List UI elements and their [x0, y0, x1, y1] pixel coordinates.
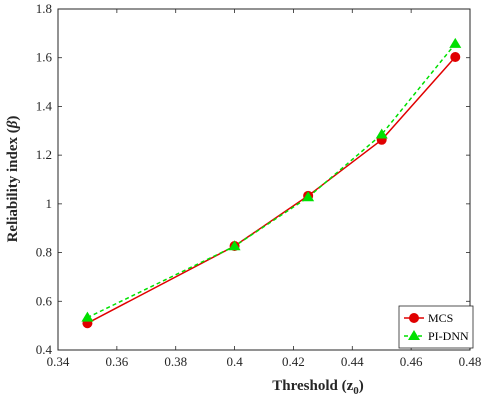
data-point-pidnn [449, 37, 462, 48]
y-tick-label: 0.4 [36, 342, 53, 357]
x-tick-label: 0.42 [282, 354, 305, 369]
series-layer [81, 37, 462, 329]
y-tick-label: 1.2 [36, 147, 52, 162]
x-tick-label: 0.34 [47, 354, 70, 369]
y-tick-label: 1.6 [36, 50, 53, 65]
y-tick-label: 0.8 [36, 245, 52, 260]
data-point-pidnn [302, 191, 315, 202]
y-axis-title: Reliability index (β) [5, 116, 21, 243]
data-point-pidnn [375, 128, 388, 139]
legend: MCS PI-DNN [398, 305, 474, 349]
y-tick-label: 0.6 [36, 293, 53, 308]
x-axis-title: Threshold (z0) [272, 378, 363, 397]
x-tick-label: 0.44 [341, 354, 364, 369]
x-tick-label: 0.46 [400, 354, 423, 369]
y-tick-label: 1.4 [36, 98, 53, 113]
x-tick-label: 0.48 [459, 354, 482, 369]
data-point-pidnn [228, 240, 241, 251]
legend-box [398, 305, 474, 349]
plot-frame [57, 8, 471, 351]
y-axis-ticks: 0.4 0.6 0.8 1 1.2 1.4 1.6 1.8 [36, 1, 470, 357]
legend-pidnn-marker [408, 330, 420, 340]
legend-mcs-label: MCS [428, 311, 453, 325]
x-tick-label: 0.38 [164, 354, 187, 369]
y-tick-label: 1 [46, 196, 53, 211]
legend-pidnn-label: PI-DNN [428, 329, 469, 343]
series-line-pidnn [87, 43, 456, 319]
x-tick-label: 0.36 [105, 354, 128, 369]
legend-mcs-marker [409, 313, 419, 323]
x-tick-label: 0.4 [226, 354, 243, 369]
x-axis-ticks: 0.34 0.36 0.38 0.4 0.42 0.44 0.46 0.48 [47, 9, 482, 369]
y-tick-label: 1.8 [36, 1, 52, 16]
data-point-pidnn [81, 311, 94, 322]
data-point-mcs [450, 51, 461, 62]
